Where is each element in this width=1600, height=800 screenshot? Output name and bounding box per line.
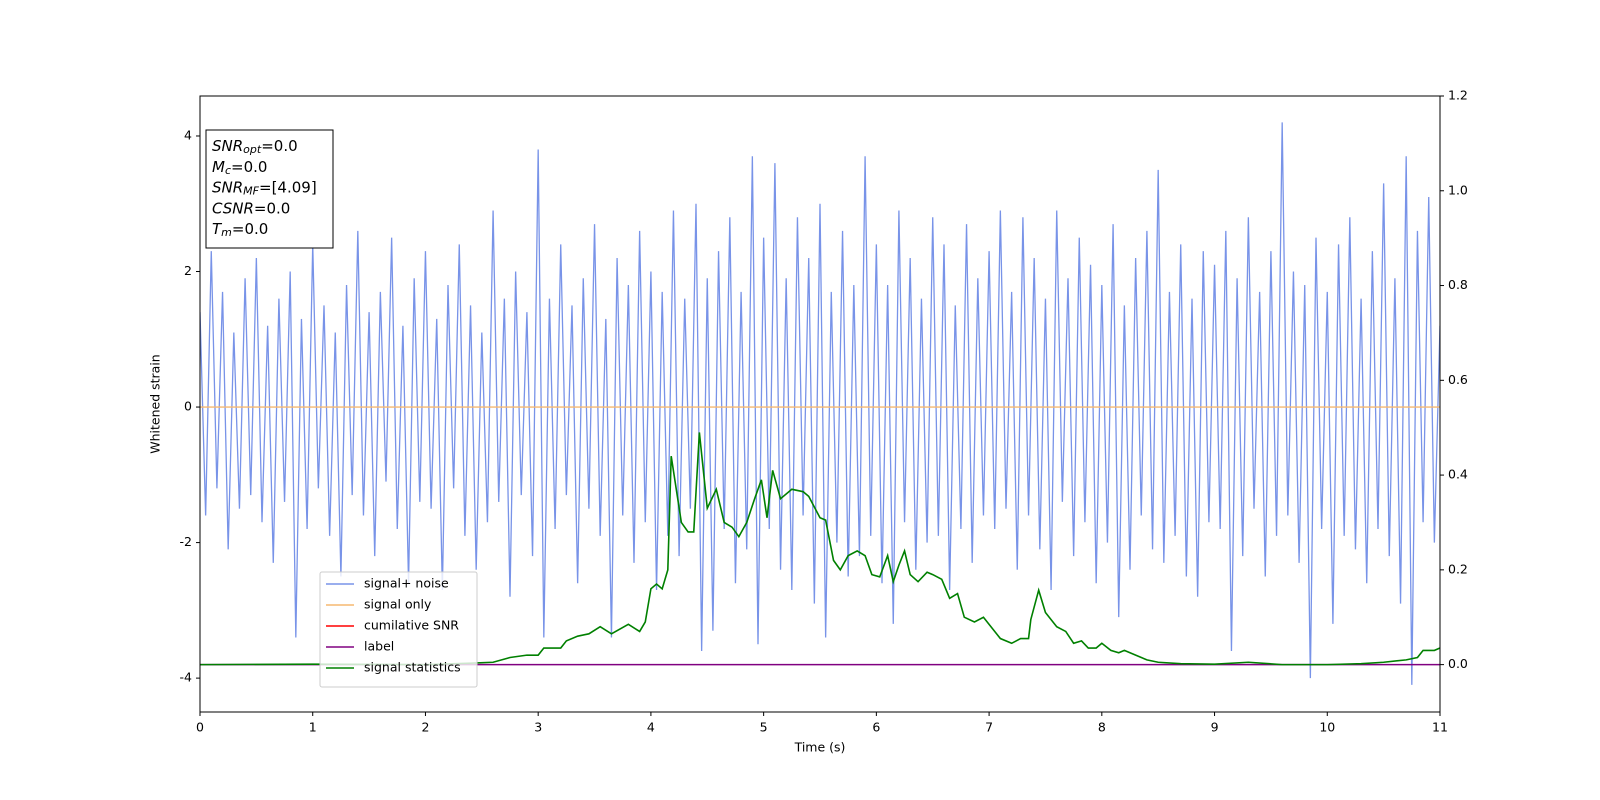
x-tick-label: 5 xyxy=(760,720,768,735)
annotation-value: =[4.09] xyxy=(259,178,317,196)
annotation-symbol: T xyxy=(212,220,223,238)
x-tick-label: 2 xyxy=(421,720,429,735)
x-tick-label: 9 xyxy=(1211,720,1219,735)
annotation-line: Mc=0.0 xyxy=(212,157,267,177)
annotation-line: CSNR=0.0 xyxy=(212,199,290,217)
y2-tick-label: 1.2 xyxy=(1448,88,1468,103)
x-tick-label: 8 xyxy=(1098,720,1106,735)
legend-box xyxy=(319,571,478,688)
legend-label: signal statistics xyxy=(364,660,461,675)
y2-tick-label: 0.4 xyxy=(1448,467,1468,482)
annotation-subscript: c xyxy=(225,164,231,177)
annotation-line: SNRMF=[4.09] xyxy=(212,178,317,198)
x-tick-label: 7 xyxy=(985,720,993,735)
y-tick-label: 4 xyxy=(184,127,192,142)
annotation-line: Tm=0.0 xyxy=(212,220,268,240)
annotation-subscript: opt xyxy=(243,143,262,156)
y-tick-label: 2 xyxy=(184,263,192,278)
annotation-box xyxy=(205,129,334,249)
annotation-subscript: m xyxy=(221,226,232,239)
annotation-symbol: SNR xyxy=(212,178,243,196)
x-tick-label: 6 xyxy=(872,720,880,735)
annotation-symbol: SNR xyxy=(212,137,243,155)
annotation-line: SNRopt=0.0 xyxy=(212,137,298,157)
annotation-symbol: M xyxy=(212,157,225,175)
series-line xyxy=(200,122,1440,685)
annotation-value: =0.0 xyxy=(232,220,268,238)
y2-tick-label: 0.6 xyxy=(1448,372,1468,387)
y-tick-label: -4 xyxy=(180,670,193,685)
annotation-value: =0.0 xyxy=(231,157,267,175)
x-tick-label: 10 xyxy=(1319,720,1335,735)
annotation-value: =0.0 xyxy=(261,137,297,155)
y2-tick-label: 1.0 xyxy=(1448,182,1468,197)
legend-label: label xyxy=(364,639,394,654)
y-axis-label: Whitened strain xyxy=(148,354,163,453)
x-axis-label: Time (s) xyxy=(794,740,846,755)
legend-label: signal only xyxy=(364,597,432,612)
axes-frame xyxy=(199,95,1441,713)
legend-label: signal+ noise xyxy=(364,576,449,591)
y2-tick-label: 0.0 xyxy=(1448,656,1468,671)
y-tick-label: -2 xyxy=(180,534,192,549)
x-tick-label: 3 xyxy=(534,720,542,735)
legend-label: cumilative SNR xyxy=(364,618,459,633)
annotation-value: =0.0 xyxy=(254,199,290,217)
series-line xyxy=(200,432,1440,666)
annotation-subscript: MF xyxy=(243,185,259,198)
y2-tick-label: 0.8 xyxy=(1448,277,1468,292)
y-tick-label: 0 xyxy=(184,399,192,414)
x-tick-label: 4 xyxy=(647,720,655,735)
annotation-symbol: CSNR xyxy=(212,199,254,217)
x-tick-label: 1 xyxy=(309,720,317,735)
x-tick-label: 0 xyxy=(196,720,204,735)
x-tick-label: 11 xyxy=(1432,720,1448,735)
y2-tick-label: 0.2 xyxy=(1448,561,1468,576)
